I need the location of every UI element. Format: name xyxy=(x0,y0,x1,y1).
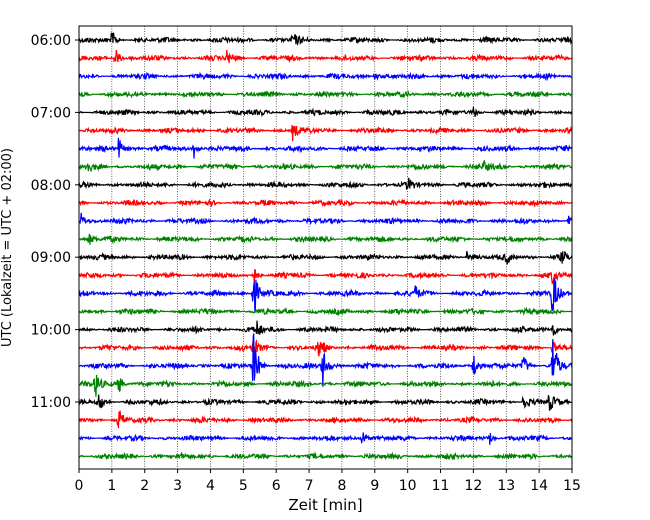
trace-1130 xyxy=(78,432,573,445)
x-tick-label: 8 xyxy=(337,478,346,494)
trace-0630 xyxy=(78,71,573,82)
trace-0700 xyxy=(78,106,573,118)
trace-1145 xyxy=(78,451,573,461)
trace-0800 xyxy=(78,177,573,191)
x-tick-label: 0 xyxy=(75,478,84,494)
trace-0730 xyxy=(78,137,573,159)
x-tick-label: 11 xyxy=(432,478,450,494)
x-tick-label: 14 xyxy=(530,478,548,494)
trace-1100 xyxy=(78,394,573,411)
x-tick-label: 2 xyxy=(140,478,149,494)
trace-1030 xyxy=(78,333,573,387)
trace-0600 xyxy=(78,31,573,47)
trace-0615 xyxy=(78,49,573,64)
trace-0830 xyxy=(78,212,573,226)
x-axis-ticks: 0 1 2 3 4 5 6 7 8 9 10 11 12 13 14 15 xyxy=(75,469,581,494)
trace-1045 xyxy=(78,374,573,397)
x-tick-label: 10 xyxy=(399,478,417,494)
trace-0715 xyxy=(78,124,573,142)
trace-0900 xyxy=(78,250,573,265)
trace-0845 xyxy=(78,233,573,245)
plot-frame xyxy=(78,25,573,470)
y-tick-label: 11:00 xyxy=(31,395,71,411)
trace-0930 xyxy=(78,277,573,313)
y-axis-ticks: 06:00 07:00 08:00 09:00 10:00 11:00 xyxy=(31,33,79,411)
x-tick-label: 13 xyxy=(497,478,515,494)
x-axis-label: Zeit [min] xyxy=(288,496,362,514)
y-tick-label: 07:00 xyxy=(31,105,71,121)
seismic-traces xyxy=(78,31,573,461)
x-tick-label: 6 xyxy=(272,478,281,494)
x-tick-label: 15 xyxy=(563,478,581,494)
y-tick-label: 08:00 xyxy=(31,178,71,194)
x-tick-label: 1 xyxy=(107,478,116,494)
trace-0745 xyxy=(78,159,573,173)
x-tick-label: 12 xyxy=(464,478,482,494)
y-tick-label: 10:00 xyxy=(31,323,71,339)
y-axis-label: UTC (Lokalzeit = UTC + 02:00) xyxy=(0,148,15,347)
y-tick-label: 06:00 xyxy=(31,33,71,49)
trace-0815 xyxy=(78,198,573,208)
x-tick-label: 5 xyxy=(239,478,248,494)
trace-0945 xyxy=(78,306,573,317)
x-tick-label: 3 xyxy=(173,478,182,494)
trace-0645 xyxy=(78,89,573,99)
trace-1115 xyxy=(78,410,573,429)
x-tick-label: 7 xyxy=(305,478,314,494)
x-tick-label: 4 xyxy=(206,478,215,494)
trace-1015 xyxy=(78,339,573,357)
x-tick-label: 9 xyxy=(370,478,379,494)
trace-0915 xyxy=(78,268,573,285)
y-tick-label: 09:00 xyxy=(31,250,71,266)
trace-1000 xyxy=(78,320,573,336)
